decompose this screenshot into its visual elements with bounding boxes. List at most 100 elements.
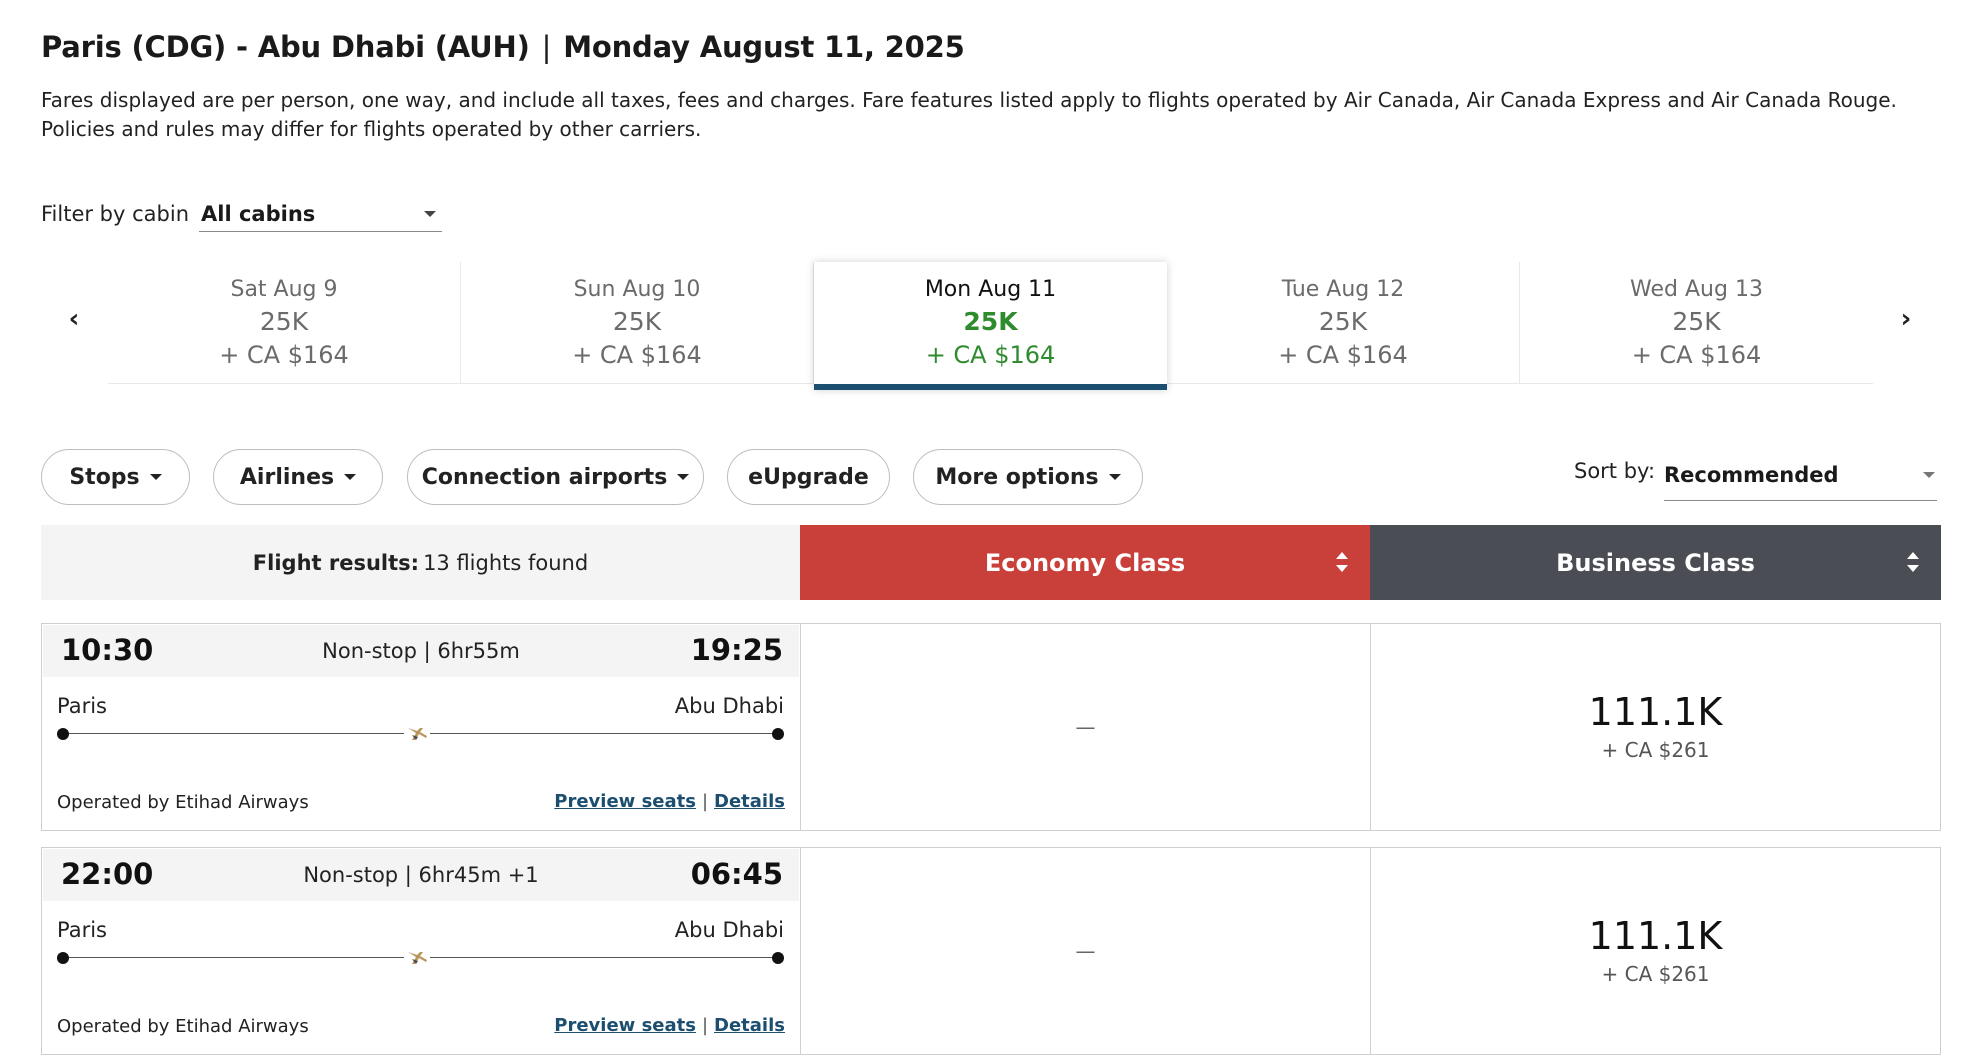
origin-dot-icon — [57, 728, 69, 740]
business-fare-cell[interactable]: 111.1K + CA $261 — [1371, 624, 1940, 830]
chevron-down-icon — [1923, 471, 1935, 478]
cabin-filter-value: All cabins — [201, 201, 316, 226]
sort-arrows-icon — [1336, 552, 1348, 574]
destination-dot-icon — [772, 728, 784, 740]
flight-row: 10:30 Non-stop | 6hr55m 19:25 Paris Abu … — [41, 623, 1941, 831]
flight-results-value: 13 flights found — [423, 550, 589, 575]
link-separator: | — [701, 791, 709, 812]
chevron-down-icon — [1108, 474, 1121, 480]
airlines-filter-label: Airlines — [239, 464, 335, 490]
eupgrade-filter-button[interactable]: eUpgrade — [727, 449, 890, 505]
fare-disclaimer: Fares displayed are per person, one way,… — [41, 88, 1897, 141]
airlines-filter-button[interactable]: Airlines — [213, 449, 383, 505]
flight-links: Preview seats | Details — [554, 791, 785, 812]
date-option-cash: + CA $164 — [219, 341, 349, 369]
date-option-selected[interactable]: Mon Aug 11 25K + CA $164 — [814, 262, 1167, 390]
date-option-cash: + CA $164 — [925, 341, 1056, 369]
more-options-filter-label: More options — [935, 464, 1099, 490]
destination-dot-icon — [772, 952, 784, 964]
economy-fare-unavailable: — — [1075, 715, 1096, 739]
flight-search-results-page: Paris (CDG) - Abu Dhabi (AUH) | Monday Aug… — [41, 0, 1941, 1058]
business-class-header[interactable]: Business Class — [1370, 525, 1941, 600]
title-separator: | — [541, 30, 552, 64]
connection-airports-filter-button[interactable]: Connection airports — [407, 449, 704, 505]
flight-time-bar: 22:00 Non-stop | 6hr45m +1 06:45 — [43, 849, 799, 901]
date-option-points: 25K — [259, 307, 309, 336]
destination-city: Abu Dhabi — [674, 694, 784, 718]
preview-seats-link[interactable]: Preview seats — [554, 791, 696, 812]
origin-city: Paris — [57, 918, 107, 942]
route-title: Paris (CDG) - Abu Dhabi (AUH) — [41, 30, 530, 64]
operated-by: Operated by Etihad Airways — [57, 1016, 309, 1037]
date-option-day: Wed Aug 13 — [1630, 277, 1763, 302]
date-option-points: 25K — [1672, 307, 1721, 336]
origin-dot-icon — [57, 952, 69, 964]
business-fare-cell[interactable]: 111.1K + CA $261 — [1371, 848, 1940, 1054]
cabin-filter-select[interactable]: All cabins — [199, 196, 443, 232]
connection-airports-filter-label: Connection airports — [421, 464, 668, 490]
flight-summary: Non-stop | 6hr55m — [322, 639, 520, 663]
sort-select[interactable]: Recommended — [1664, 449, 1937, 501]
flight-time-bar: 10:30 Non-stop | 6hr55m 19:25 — [43, 625, 799, 677]
date-option-day: Sun Aug 10 — [573, 277, 701, 302]
stops-filter-label: Stops — [69, 464, 140, 490]
details-link[interactable]: Details — [714, 1015, 785, 1036]
departure-time: 22:00 — [61, 857, 154, 891]
date-option-day: Sat Aug 9 — [230, 277, 338, 302]
economy-class-header[interactable]: Economy Class — [800, 525, 1370, 600]
date-option[interactable]: Wed Aug 13 25K + CA $164 — [1520, 262, 1873, 384]
business-class-label: Business Class — [1556, 548, 1755, 577]
date-title: Monday August 11, 2025 — [563, 30, 965, 64]
chevron-down-icon — [677, 474, 690, 480]
flight-row: 22:00 Non-stop | 6hr45m +1 06:45 Paris A… — [41, 847, 1941, 1055]
date-carousel-list: Sat Aug 9 25K + CA $164 Sun Aug 10 25K +… — [108, 262, 1873, 390]
flight-info: 10:30 Non-stop | 6hr55m 19:25 Paris Abu … — [42, 624, 801, 830]
date-option-day: Mon Aug 11 — [924, 277, 1057, 302]
details-link[interactable]: Details — [714, 791, 785, 812]
stops-filter-button[interactable]: Stops — [41, 449, 190, 505]
flight-results-label: Flight results: — [252, 550, 420, 575]
economy-class-label: Economy Class — [984, 548, 1186, 577]
flight-info: 22:00 Non-stop | 6hr45m +1 06:45 Paris A… — [42, 848, 801, 1054]
destination-city: Abu Dhabi — [674, 918, 784, 942]
operated-by: Operated by Etihad Airways — [57, 792, 309, 813]
business-fare-cash: + CA $261 — [1601, 738, 1710, 762]
date-option[interactable]: Sat Aug 9 25K + CA $164 — [108, 262, 461, 384]
flight-summary: Non-stop | 6hr45m +1 — [303, 863, 539, 887]
cabin-filter-label: Filter by cabin — [41, 202, 190, 226]
link-separator: | — [701, 1015, 709, 1036]
results-header: Flight results: 13 flights found Economy… — [41, 525, 1941, 600]
etihad-logo-icon — [404, 949, 430, 967]
filter-bar: Stops Airlines Connection airports eUpgr… — [41, 449, 1941, 505]
sort-value: Recommended — [1664, 462, 1839, 487]
date-carousel: ‹ Sat Aug 9 25K + CA $164 Sun Aug 10 25K… — [41, 262, 1941, 390]
chevron-down-icon — [149, 474, 162, 480]
business-fare-points: 111.1K — [1588, 914, 1723, 958]
date-option-cash: + CA $164 — [1278, 341, 1408, 369]
date-option-points: 25K — [612, 307, 662, 336]
chevron-left-icon[interactable]: ‹ — [68, 304, 80, 334]
cabin-filter: Filter by cabin All cabins — [41, 196, 443, 232]
business-fare-cash: + CA $261 — [1601, 962, 1710, 986]
business-fare-points: 111.1K — [1588, 690, 1723, 734]
sort-label: Sort by: — [1574, 459, 1656, 483]
chevron-down-icon — [424, 210, 437, 217]
flight-results-count: Flight results: 13 flights found — [41, 525, 800, 600]
date-option[interactable]: Sun Aug 10 25K + CA $164 — [461, 262, 814, 384]
more-options-filter-button[interactable]: More options — [913, 449, 1143, 505]
economy-fare-cell[interactable]: — — [801, 624, 1371, 830]
flight-links: Preview seats | Details — [554, 1015, 785, 1036]
route-line — [57, 724, 784, 744]
route-line — [57, 948, 784, 968]
date-option[interactable]: Tue Aug 12 25K + CA $164 — [1167, 262, 1520, 384]
economy-fare-cell[interactable]: — — [801, 848, 1371, 1054]
arrival-time: 06:45 — [690, 857, 783, 891]
date-option-cash: + CA $164 — [1631, 341, 1762, 369]
origin-city: Paris — [57, 694, 107, 718]
date-option-day: Tue Aug 12 — [1281, 277, 1405, 302]
preview-seats-link[interactable]: Preview seats — [554, 1015, 696, 1036]
chevron-right-icon[interactable]: › — [1900, 304, 1912, 334]
sort-arrows-icon — [1907, 552, 1919, 574]
chevron-down-icon — [344, 474, 357, 480]
date-option-points: 25K — [963, 307, 1018, 336]
